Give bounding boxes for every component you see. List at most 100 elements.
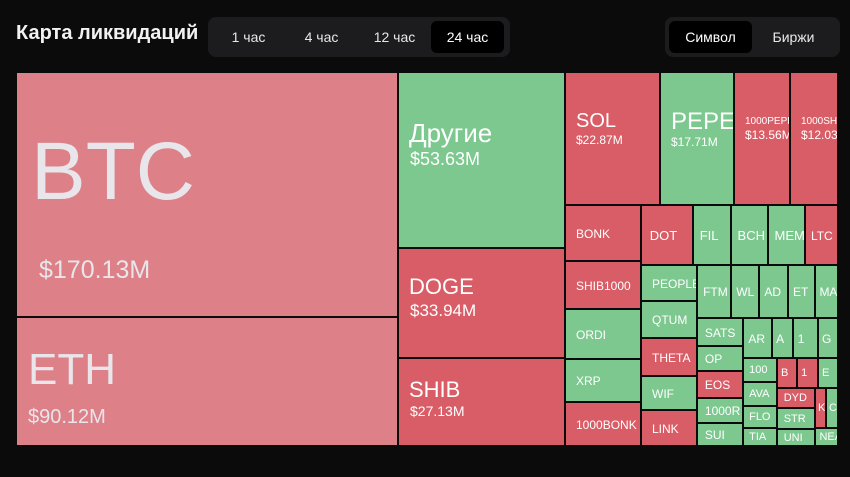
- tile-symbol: 1000SHIB: [801, 116, 838, 128]
- tile-symbol: Другие: [409, 118, 493, 149]
- treemap-tile-48[interactable]: TIA: [743, 428, 777, 446]
- treemap-tile-8[interactable]: 1000SHIB$12.03M: [790, 72, 838, 205]
- treemap-tile-21[interactable]: THETA: [641, 338, 697, 376]
- tile-value: $17.71M: [671, 135, 718, 150]
- treemap-tile-36[interactable]: 1: [793, 318, 818, 358]
- treemap-tile-16[interactable]: BCH: [731, 205, 768, 265]
- treemap-tile-38[interactable]: 100: [743, 358, 777, 382]
- tab-4h[interactable]: 4 час: [304, 29, 339, 45]
- treemap-tile-10[interactable]: SHIB1000: [565, 261, 641, 309]
- treemap-tile-18[interactable]: LTC: [805, 205, 838, 265]
- tile-symbol: A: [776, 331, 785, 346]
- treemap-tile-6[interactable]: PEPE $17.71M: [660, 72, 734, 205]
- treemap-tile-46[interactable]: K: [815, 388, 826, 428]
- treemap-tile-47[interactable]: C: [826, 388, 838, 428]
- treemap-tile-32[interactable]: 1000R: [697, 398, 743, 423]
- tile-symbol: FLO: [749, 411, 771, 424]
- tile-symbol: NEA: [819, 431, 837, 444]
- treemap-tile-5[interactable]: SOL $22.87M: [565, 72, 660, 205]
- tile-symbol: QTUM: [652, 313, 688, 328]
- tile-symbol: 1000BONK: [576, 417, 637, 432]
- tile-value: $33.94M: [410, 300, 477, 320]
- treemap-tile-13[interactable]: 1000BONK: [565, 402, 641, 446]
- treemap-tile-40[interactable]: 1: [797, 358, 818, 388]
- tile-symbol: UNI: [783, 431, 803, 444]
- tile-value: $22.87M: [576, 133, 623, 148]
- tab-exchanges[interactable]: Биржи: [772, 29, 815, 45]
- tile-symbol: PEOPLE: [652, 276, 697, 291]
- treemap-tile-9[interactable]: BONK: [565, 205, 641, 261]
- tile-symbol: 1: [797, 331, 805, 346]
- treemap-tile-15[interactable]: FIL: [693, 205, 731, 265]
- tile-symbol: DOT: [649, 228, 678, 244]
- treemap-tile-29[interactable]: SATS: [697, 318, 743, 346]
- tab-1h[interactable]: 1 час: [231, 29, 266, 45]
- tile-symbol: SUI: [704, 428, 725, 443]
- treemap-tile-34[interactable]: AR: [743, 318, 772, 358]
- treemap-tile-37[interactable]: G: [818, 318, 838, 358]
- treemap-tile-31[interactable]: EOS: [697, 371, 743, 398]
- tab-12h[interactable]: 12 час: [373, 29, 416, 45]
- treemap-tile-49[interactable]: UNI: [777, 429, 815, 446]
- treemap-tile-44[interactable]: FLO: [743, 406, 777, 428]
- treemap-tile-24[interactable]: FTM: [697, 265, 731, 318]
- tile-symbol: C: [829, 402, 837, 415]
- treemap-tile-45[interactable]: STR: [777, 408, 815, 429]
- treemap-tile-39[interactable]: B: [777, 358, 797, 388]
- treemap-tile-42[interactable]: AVA: [743, 382, 777, 406]
- tile-symbol: 100: [749, 364, 768, 377]
- tab-symbol[interactable]: Символ: [669, 21, 752, 53]
- treemap-tile-22[interactable]: WIF: [641, 376, 697, 410]
- tile-symbol: LINK: [652, 421, 679, 436]
- tile-value: $90.12M: [28, 406, 106, 428]
- tile-symbol: 1000R: [704, 404, 741, 419]
- tile-symbol: MA: [819, 285, 838, 300]
- tab-24h[interactable]: 24 час: [431, 21, 504, 53]
- treemap-tile-2[interactable]: Другие $53.63M: [398, 72, 565, 248]
- treemap-tile-26[interactable]: AD: [759, 265, 788, 318]
- tile-value: $170.13M: [39, 256, 151, 284]
- tile-symbol: STR: [783, 412, 806, 425]
- treemap-tile-30[interactable]: OP: [697, 346, 743, 371]
- tile-symbol: DOGE: [409, 274, 474, 300]
- tile-symbol: FTM: [703, 285, 728, 300]
- treemap-tile-14[interactable]: DOT: [641, 205, 693, 265]
- treemap-tile-25[interactable]: WL: [731, 265, 759, 318]
- treemap-tile-43[interactable]: DYD: [777, 388, 815, 408]
- tile-symbol: B: [781, 367, 789, 380]
- treemap-tile-28[interactable]: MA: [815, 265, 838, 318]
- treemap-tile-0[interactable]: BTC $170.13M: [16, 72, 398, 317]
- tile-symbol: 1: [801, 367, 808, 380]
- treemap-tile-23[interactable]: LINK: [641, 410, 697, 446]
- treemap-tile-3[interactable]: DOGE $33.94M: [398, 248, 565, 358]
- treemap-tile-20[interactable]: QTUM: [641, 301, 697, 338]
- treemap-tile-50[interactable]: NEA: [815, 428, 838, 446]
- treemap-tile-17[interactable]: MEM: [768, 205, 805, 265]
- treemap-tile-27[interactable]: ET: [788, 265, 815, 318]
- tile-symbol: ORDI: [576, 327, 606, 342]
- treemap-tile-11[interactable]: ORDI: [565, 309, 641, 359]
- page-title: Карта ликвидаций: [16, 22, 199, 44]
- treemap-tile-12[interactable]: XRP: [565, 359, 641, 402]
- tile-symbol: BTC: [31, 126, 195, 217]
- treemap-tile-1[interactable]: ETH $90.12M: [16, 317, 398, 446]
- tile-symbol: SHIB1000: [576, 278, 631, 293]
- treemap-tile-35[interactable]: A: [772, 318, 793, 358]
- treemap-tile-4[interactable]: SHIB $27.13M: [398, 358, 565, 446]
- tile-symbol: BCH: [737, 228, 765, 244]
- treemap-tile-7[interactable]: 1000PEPE $13.56M: [734, 72, 790, 205]
- liquidation-treemap: BTC $170.13M ETH $90.12M Другие $53.63M DOGE $3…: [16, 72, 838, 446]
- group-mode-selector: Символ Биржи: [665, 17, 840, 57]
- tile-symbol: LTC: [810, 228, 833, 243]
- tile-symbol: WL: [736, 285, 755, 300]
- tile-symbol: MEM: [774, 228, 805, 244]
- tile-symbol: AD: [764, 285, 782, 300]
- tile-symbol: XRP: [576, 374, 601, 389]
- tile-symbol: ETH: [28, 345, 116, 394]
- tile-symbol: G: [822, 331, 832, 346]
- treemap-tile-33[interactable]: SUI: [697, 423, 743, 446]
- treemap-tile-41[interactable]: E: [818, 358, 838, 388]
- treemap-tile-19[interactable]: PEOPLE: [641, 265, 697, 301]
- tile-symbol: SHIB: [409, 377, 461, 403]
- tile-symbol: E: [822, 367, 830, 380]
